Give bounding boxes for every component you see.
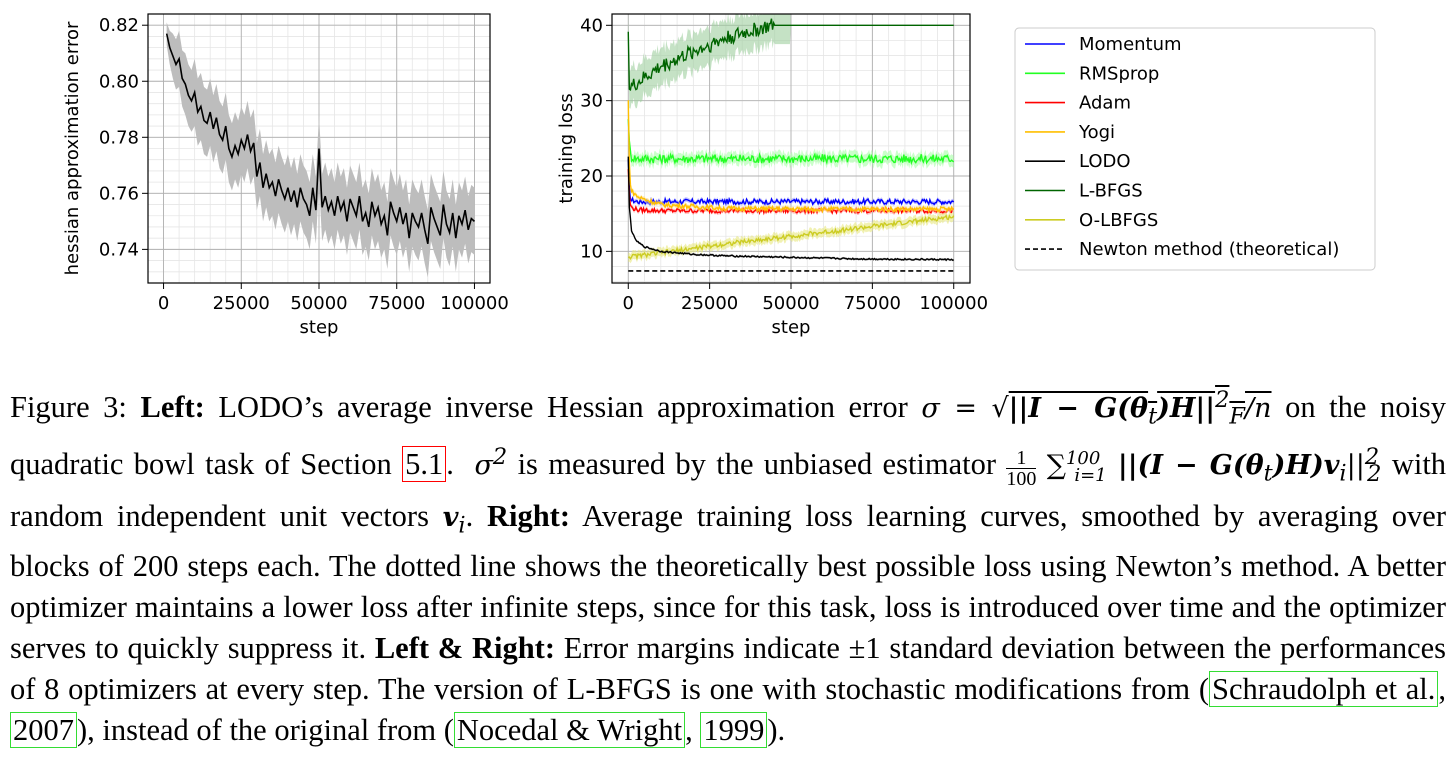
x-tick-label: 50000 bbox=[762, 293, 819, 314]
sigma-equation: σ = √||I − G(θt)H||2F/n bbox=[921, 387, 1272, 430]
legend-momentum-label: Momentum bbox=[1079, 34, 1182, 55]
x-tick-label: 0 bbox=[158, 293, 169, 314]
y-tick-label: 0.74 bbox=[99, 239, 139, 260]
y-tick-label: 0.78 bbox=[99, 127, 139, 148]
citation-2007-link[interactable]: 2007 bbox=[10, 712, 77, 749]
series-line bbox=[165, 33, 475, 244]
caption-text-3: is measured by the unbiased estimator bbox=[517, 447, 997, 482]
x-tick-label: 100000 bbox=[440, 293, 509, 314]
figure-3: 0 25000 50000 75000 100000 0.74 0.76 0.78 0.80 0.… bbox=[62, 13, 1376, 338]
caption-text-5: Average training loss learning curves, s… bbox=[10, 498, 1446, 666]
series-l-bfgs bbox=[627, 18, 954, 92]
caption-text-4: with random independent unit vectors bbox=[10, 447, 1447, 533]
y-tick-label: 0.82 bbox=[99, 15, 139, 36]
y-tick-label: 0.76 bbox=[99, 183, 139, 204]
x-tick-label: 25000 bbox=[213, 293, 270, 314]
legend-l-bfgs-label: L-BFGS bbox=[1079, 181, 1143, 202]
x-tick-label: 50000 bbox=[290, 293, 347, 314]
y-axis-label: training loss bbox=[556, 93, 577, 203]
left-label: Left: bbox=[140, 390, 205, 424]
citation-schraudolph-link[interactable]: Schraudolph et al. bbox=[1209, 671, 1439, 708]
sigma-squared: σ2 bbox=[474, 444, 508, 482]
training-loss-chart: 0 25000 50000 75000 100000 10 20 30 40 step traini… bbox=[556, 13, 988, 338]
caption-text-6: Error margins indicate ±1 standard devia… bbox=[10, 631, 1447, 707]
right-label: Right: bbox=[486, 498, 570, 533]
caption-text-8: ). bbox=[767, 713, 786, 748]
legend-o-lbfgs-label: O-LBFGS bbox=[1079, 210, 1158, 231]
error-band bbox=[166, 22, 475, 278]
hessian-error-chart: 0 25000 50000 75000 100000 0.74 0.76 0.78 0.80 0.… bbox=[62, 13, 509, 338]
legend: Momentum RMSprop Adam Yogi LODO L-BFGS O-LBFGS… bbox=[1014, 27, 1376, 271]
y-tick-label: 30 bbox=[580, 91, 603, 112]
x-tick-label: 0 bbox=[623, 293, 634, 314]
legend-lodo-label: LODO bbox=[1079, 151, 1131, 172]
series-rmsprop-band bbox=[628, 113, 954, 170]
y-tick-label: 0.80 bbox=[99, 71, 139, 92]
plot-frame bbox=[611, 13, 971, 284]
plot-frame bbox=[147, 13, 491, 284]
x-axis-label: step bbox=[300, 317, 339, 338]
left-right-label: Left & Right: bbox=[374, 631, 555, 666]
legend-newton-method-theoretical-label: Newton method (theoretical) bbox=[1079, 239, 1339, 260]
figure-label: Figure 3: bbox=[10, 390, 127, 424]
x-tick-label: 100000 bbox=[919, 293, 988, 314]
y-tick-label: 40 bbox=[580, 15, 603, 36]
series-rmsprop bbox=[627, 119, 955, 166]
legend-adam-label: Adam bbox=[1079, 93, 1131, 114]
series-lodo bbox=[627, 156, 954, 262]
figure-caption: Figure 3: Left: LODO’s average inverse H… bbox=[10, 387, 1447, 749]
y-tick-label: 20 bbox=[580, 166, 603, 187]
y-tick-label: 10 bbox=[580, 241, 603, 262]
legend-yogi-label: Yogi bbox=[1078, 122, 1115, 143]
series-lodo-band bbox=[628, 155, 954, 262]
fraction-1-100: 1 100 bbox=[1006, 447, 1037, 491]
plot-area bbox=[627, 14, 955, 272]
caption-text-1: LODO’s average inverse Hessian approxima… bbox=[218, 390, 908, 424]
caption-text-7: ), instead of the original from ( bbox=[77, 713, 454, 748]
section-ref-link[interactable]: 5.1 bbox=[402, 446, 447, 483]
caption-text-2: on the noisy quadratic bowl task of Sect… bbox=[10, 390, 1447, 482]
plot-area bbox=[165, 22, 475, 278]
citation-nocedal-link[interactable]: Nocedal & Wright bbox=[453, 712, 686, 749]
y-axis-label: hessian approximation error bbox=[62, 21, 83, 275]
series-momentum bbox=[627, 158, 955, 207]
citation-1999-link[interactable]: 1999 bbox=[700, 712, 768, 749]
x-tick-label: 75000 bbox=[844, 293, 901, 314]
estimator-formula: ∑100i=1 ||(I − G(θt)H)vi||22 bbox=[1046, 444, 1382, 487]
x-tick-label: 25000 bbox=[681, 293, 738, 314]
legend-box bbox=[1014, 27, 1376, 271]
x-tick-label: 75000 bbox=[368, 293, 425, 314]
x-axis-label: step bbox=[772, 317, 811, 338]
legend-rmsprop-label: RMSprop bbox=[1079, 63, 1159, 84]
series-l-bfgs-band bbox=[628, 14, 954, 109]
unit-vector: vi bbox=[442, 501, 466, 539]
series-yogi bbox=[627, 100, 954, 214]
